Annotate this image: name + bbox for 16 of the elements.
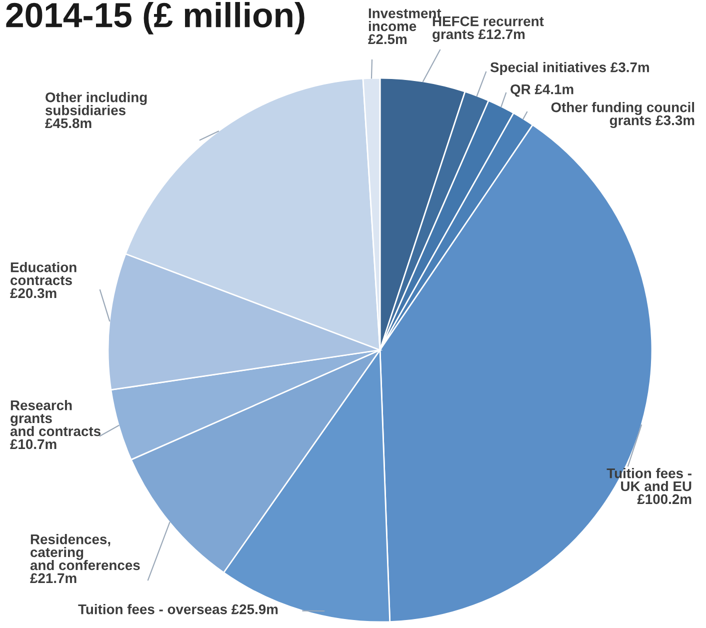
data-label: £20.3m [10,288,56,298]
data-label: £45.8m [45,118,92,128]
slice-label: Other funding council grants £3.3m [551,102,694,128]
chart-title: 2014-15 (£ million) [6,2,304,34]
slice-label: Tuition fees - overseas £25.9m [78,604,278,614]
slice-label: QR £4.1m [510,84,574,97]
slice-label: Education contracts [10,262,76,286]
data-label: £2.5m [368,34,407,44]
data-label: £100.2m [637,494,692,504]
data-label: £10.7m [10,439,56,450]
slice-label: Other including subsidiaries [45,92,147,116]
slice-label: HEFCE recurrent grants £12.7m [432,16,544,42]
data-label: £21.7m [30,573,76,583]
slice-label: Research grants and contracts [10,400,100,436]
slice-label: Residences, catering and conferences [30,534,140,570]
slice-label: Special initiatives £3.7m [490,62,649,75]
